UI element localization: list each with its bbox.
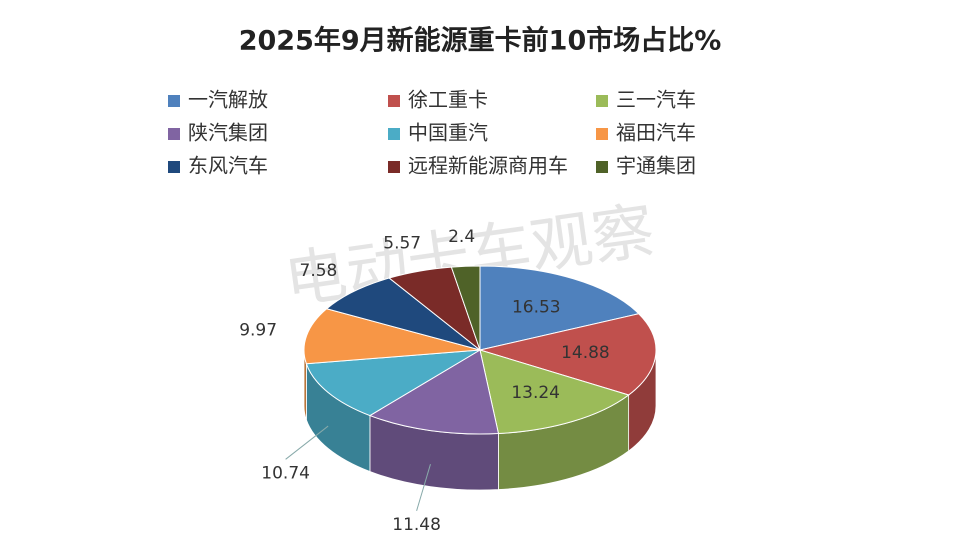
slice (479, 349, 630, 435)
legend-label: 一汽解放 (188, 88, 268, 112)
slice (450, 265, 481, 351)
legend-label: 东风汽车 (188, 154, 268, 178)
legend-label: 三一汽车 (616, 88, 696, 112)
leader-line (416, 464, 431, 511)
value-label: 2.4 (448, 227, 475, 247)
slice (479, 265, 640, 351)
legend-swatch (388, 128, 400, 140)
legend-swatch (168, 95, 180, 107)
legend-label: 徐工重卡 (408, 88, 488, 112)
slice (478, 313, 657, 396)
value-label: 5.57 (383, 234, 421, 254)
legend-label: 福田汽车 (616, 121, 696, 145)
legend-label: 远程新能源商用车 (408, 154, 568, 178)
legend-swatch (596, 161, 608, 173)
value-label: 7.58 (300, 261, 338, 281)
legend-swatch (596, 128, 608, 140)
leader-line (285, 425, 329, 460)
slice (325, 277, 481, 351)
legend-swatch (388, 95, 400, 107)
legend-swatch (168, 161, 180, 173)
legend-swatch (596, 95, 608, 107)
slice (303, 308, 481, 365)
slice (368, 349, 500, 435)
legend-label: 宇通集团 (616, 154, 696, 178)
value-label: 11.48 (392, 515, 441, 535)
legend-label: 中国重汽 (408, 121, 488, 145)
slice (305, 349, 481, 417)
legend-swatch (388, 161, 400, 173)
chart-title: 2025年9月新能源重卡前10市场占比% (239, 25, 722, 57)
legend-label: 陕汽集团 (188, 121, 268, 145)
value-label: 14.88 (561, 343, 610, 363)
value-label: 10.74 (261, 463, 310, 483)
value-label: 9.97 (239, 320, 277, 340)
legend-swatch (168, 128, 180, 140)
pie-tops (303, 265, 657, 435)
value-label: 16.53 (512, 297, 561, 317)
value-label: 13.24 (511, 383, 560, 403)
